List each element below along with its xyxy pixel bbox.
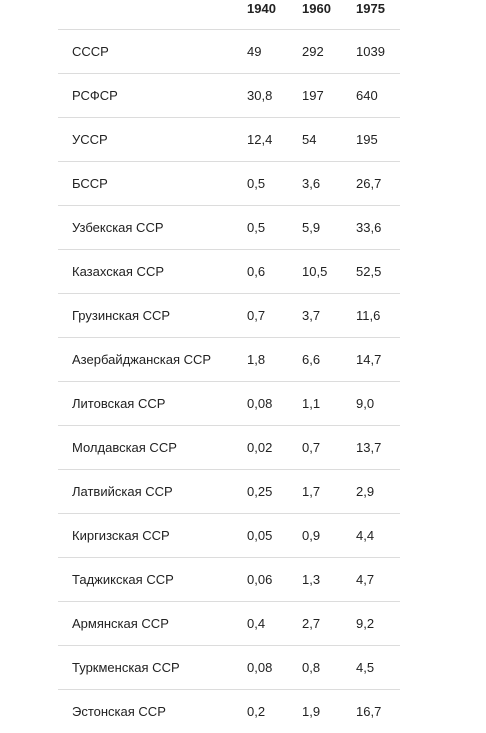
row-name-cell: СССР (72, 44, 109, 59)
header-1960: 1960 (302, 1, 331, 16)
value-1940-cell: 0,25 (247, 484, 273, 499)
table-body: СССР 49 292 1039 РСФСР 30,8 197 640 УССР 12,4 54 19… (58, 30, 400, 733)
table-row: Латвийская ССР 0,25 1,7 2,9 (58, 470, 400, 514)
value-1975-cell: 52,5 (356, 264, 382, 279)
value-1975-cell: 33,6 (356, 220, 382, 235)
table-row: Киргизская ССР 0,05 0,9 4,4 (58, 514, 400, 558)
header-1940: 1940 (247, 1, 276, 16)
table-row: Эстонская ССР 0,2 1,9 16,7 (58, 690, 400, 733)
value-1975-cell: 13,7 (356, 440, 382, 455)
row-name-cell: Таджикская ССР (72, 572, 174, 587)
row-name-cell: УССР (72, 132, 108, 147)
row-name-cell: Узбекская ССР (72, 220, 164, 235)
value-1960-cell: 1,9 (302, 704, 321, 719)
value-1975-cell: 26,7 (356, 176, 382, 191)
value-1940-cell: 0,06 (247, 572, 273, 587)
value-1940-cell: 1,8 (247, 352, 266, 367)
value-1940-cell: 12,4 (247, 132, 273, 147)
value-1975-cell: 14,7 (356, 352, 382, 367)
value-1975-cell: 11,6 (356, 308, 381, 323)
table-row: Грузинская ССР 0,7 3,7 11,6 (58, 294, 400, 338)
value-1940-cell: 0,4 (247, 616, 266, 631)
value-1940-cell: 30,8 (247, 88, 273, 103)
row-name-cell: Казахская ССР (72, 264, 165, 279)
value-1975-cell: 2,9 (356, 484, 375, 499)
table-row: Азербайджанская ССР 1,8 6,6 14,7 (58, 338, 400, 382)
table-row: Литовская ССР 0,08 1,1 9,0 (58, 382, 400, 426)
value-1940-cell: 0,7 (247, 308, 266, 323)
value-1960-cell: 1,7 (302, 484, 321, 499)
value-1940-cell: 0,08 (247, 660, 273, 675)
table-header-row: 1940 1960 1975 (58, 0, 400, 30)
table-row: СССР 49 292 1039 (58, 30, 400, 74)
value-1960-cell: 54 (302, 132, 317, 147)
value-1940-cell: 0,2 (247, 704, 266, 719)
value-1975-cell: 195 (356, 132, 378, 147)
table-row: РСФСР 30,8 197 640 (58, 74, 400, 118)
value-1960-cell: 10,5 (302, 264, 328, 279)
value-1960-cell: 0,7 (302, 440, 321, 455)
table-row: БССР 0,5 3,6 26,7 (58, 162, 400, 206)
value-1940-cell: 49 (247, 44, 262, 59)
value-1960-cell: 197 (302, 88, 324, 103)
table-row: Казахская ССР 0,6 10,5 52,5 (58, 250, 400, 294)
row-name-cell: Молдавская ССР (72, 440, 177, 455)
value-1975-cell: 1039 (356, 44, 385, 59)
row-name-cell: Латвийская ССР (72, 484, 173, 499)
row-name-cell: Киргизская ССР (72, 528, 170, 543)
value-1975-cell: 4,4 (356, 528, 375, 543)
header-1975: 1975 (356, 1, 385, 16)
value-1975-cell: 16,7 (356, 704, 382, 719)
table-row: Молдавская ССР 0,02 0,7 13,7 (58, 426, 400, 470)
row-name-cell: Эстонская ССР (72, 704, 166, 719)
value-1960-cell: 0,9 (302, 528, 321, 543)
value-1960-cell: 5,9 (302, 220, 321, 235)
value-1960-cell: 3,7 (302, 308, 321, 323)
row-name-cell: БССР (72, 176, 108, 191)
row-name-cell: Армянская ССР (72, 616, 169, 631)
value-1975-cell: 4,5 (356, 660, 375, 675)
value-1960-cell: 1,3 (302, 572, 321, 587)
table-row: Армянская ССР 0,4 2,7 9,2 (58, 602, 400, 646)
data-table: 1940 1960 1975 СССР 49 292 1039 РСФСР 30,8 197… (58, 0, 400, 733)
value-1960-cell: 1,1 (302, 396, 321, 411)
value-1975-cell: 9,2 (356, 616, 375, 631)
value-1975-cell: 4,7 (356, 572, 375, 587)
row-name-cell: Литовская ССР (72, 396, 166, 411)
row-name-cell: Грузинская ССР (72, 308, 171, 323)
value-1940-cell: 0,02 (247, 440, 273, 455)
row-name-cell: РСФСР (72, 88, 118, 103)
value-1960-cell: 6,6 (302, 352, 321, 367)
value-1960-cell: 0,8 (302, 660, 321, 675)
value-1940-cell: 0,08 (247, 396, 273, 411)
value-1940-cell: 0,5 (247, 220, 266, 235)
value-1960-cell: 3,6 (302, 176, 321, 191)
value-1975-cell: 640 (356, 88, 378, 103)
row-name-cell: Азербайджанская ССР (72, 352, 212, 367)
table-row: УССР 12,4 54 195 (58, 118, 400, 162)
value-1940-cell: 0,6 (247, 264, 266, 279)
value-1975-cell: 9,0 (356, 396, 375, 411)
value-1960-cell: 2,7 (302, 616, 321, 631)
value-1940-cell: 0,5 (247, 176, 266, 191)
table-row: Узбекская ССР 0,5 5,9 33,6 (58, 206, 400, 250)
row-name-cell: Туркменская ССР (72, 660, 180, 675)
table-row: Туркменская ССР 0,08 0,8 4,5 (58, 646, 400, 690)
value-1960-cell: 292 (302, 44, 324, 59)
value-1940-cell: 0,05 (247, 528, 273, 543)
table-row: Таджикская ССР 0,06 1,3 4,7 (58, 558, 400, 602)
